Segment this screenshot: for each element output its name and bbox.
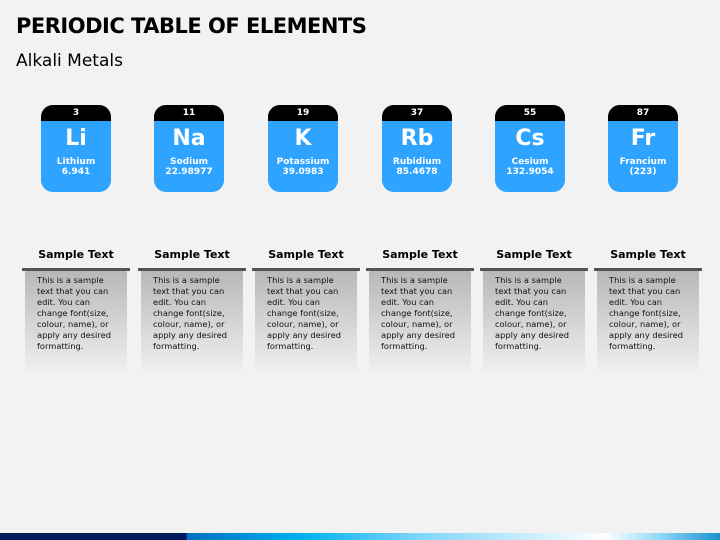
atomic-mass: 22.98977: [165, 167, 213, 177]
atomic-mass: 6.941: [61, 167, 91, 177]
element-name: Cesium: [511, 157, 549, 167]
column-body: This is a sample text that you can edit.…: [25, 271, 127, 373]
element-tile-na: 11 Na Sodium 22.98977: [154, 105, 224, 192]
column-heading: Sample Text: [496, 248, 572, 261]
element-tile-cs: 55 Cs Cesium 132.9054: [495, 105, 565, 192]
element-symbol: Rb: [400, 126, 434, 151]
text-column: Sample Text This is a sample text that y…: [138, 248, 246, 373]
column-body: This is a sample text that you can edit.…: [597, 271, 699, 373]
element-tile-k: 19 K Potassium 39.0983: [268, 105, 338, 192]
footer-bar: [0, 533, 720, 540]
column-divider: [22, 268, 130, 271]
column-heading: Sample Text: [154, 248, 230, 261]
column-heading: Sample Text: [610, 248, 686, 261]
atomic-number: 19: [268, 105, 338, 121]
atomic-number: 3: [41, 105, 111, 121]
text-column: Sample Text This is a sample text that y…: [366, 248, 474, 373]
atomic-number: 55: [495, 105, 565, 121]
column-divider: [366, 268, 474, 271]
atomic-mass: 132.9054: [506, 167, 554, 177]
slide-subtitle: Alkali Metals: [16, 51, 123, 71]
column-heading: Sample Text: [268, 248, 344, 261]
element-name: Francium: [619, 157, 667, 167]
element-tile-li: 3 Li Lithium 6.941: [41, 105, 111, 192]
atomic-mass: (223): [629, 167, 657, 177]
text-column: Sample Text This is a sample text that y…: [594, 248, 702, 373]
column-body: This is a sample text that you can edit.…: [369, 271, 471, 373]
element-symbol: Fr: [630, 126, 656, 151]
column-divider: [138, 268, 246, 271]
element-symbol: Cs: [515, 126, 545, 151]
atomic-mass: 85.4678: [396, 167, 438, 177]
atomic-number: 11: [154, 105, 224, 121]
element-tile-fr: 87 Fr Francium (223): [608, 105, 678, 192]
element-symbol: Li: [65, 126, 87, 151]
column-heading: Sample Text: [382, 248, 458, 261]
column-divider: [480, 268, 588, 271]
column-divider: [594, 268, 702, 271]
element-tile-rb: 37 Rb Rubidium 85.4678: [382, 105, 452, 192]
atomic-number: 87: [608, 105, 678, 121]
column-body: This is a sample text that you can edit.…: [255, 271, 357, 373]
column-body: This is a sample text that you can edit.…: [483, 271, 585, 373]
column-divider: [252, 268, 360, 271]
element-name: Lithium: [56, 157, 96, 167]
slide-title: PERIODIC TABLE OF ELEMENTS: [16, 14, 367, 38]
element-name: Rubidium: [392, 157, 442, 167]
text-column: Sample Text This is a sample text that y…: [252, 248, 360, 373]
element-name: Sodium: [170, 157, 208, 167]
atomic-mass: 39.0983: [282, 167, 324, 177]
text-column: Sample Text This is a sample text that y…: [480, 248, 588, 373]
atomic-number: 37: [382, 105, 452, 121]
column-heading: Sample Text: [38, 248, 114, 261]
text-column: Sample Text This is a sample text that y…: [22, 248, 130, 373]
element-symbol: Na: [172, 126, 206, 151]
column-body: This is a sample text that you can edit.…: [141, 271, 243, 373]
element-name: Potassium: [276, 157, 330, 167]
element-symbol: K: [294, 126, 312, 151]
